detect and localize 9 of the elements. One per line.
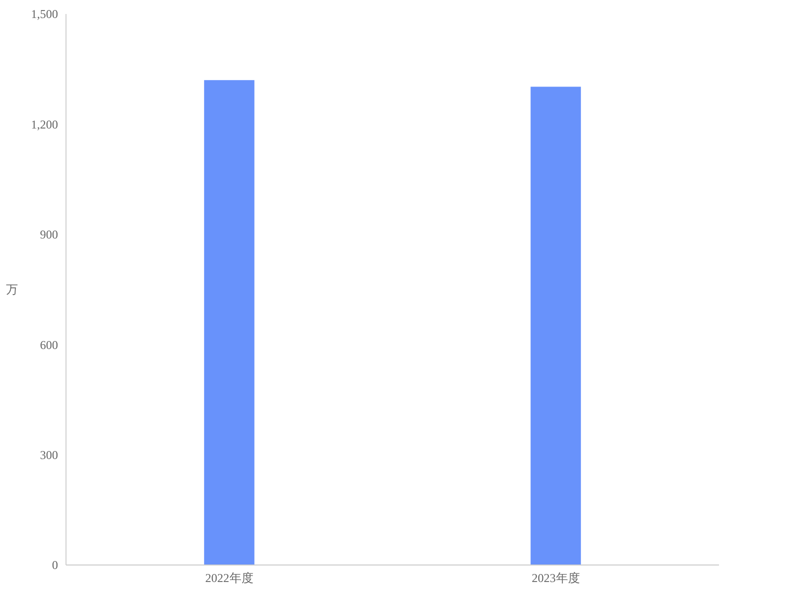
y-tick-label: 300 — [40, 448, 58, 462]
y-tick-label: 900 — [40, 228, 58, 242]
x-tick-label: 2023年度 — [532, 571, 580, 585]
y-tick-label: 600 — [40, 338, 58, 352]
y-tick-label: 1,200 — [31, 117, 58, 132]
y-tick-label: 1,500 — [31, 7, 58, 22]
y-axis-title: 万 — [6, 282, 18, 297]
y-tick-label: 0 — [52, 558, 58, 572]
x-tick-label: 2022年度 — [205, 571, 254, 585]
